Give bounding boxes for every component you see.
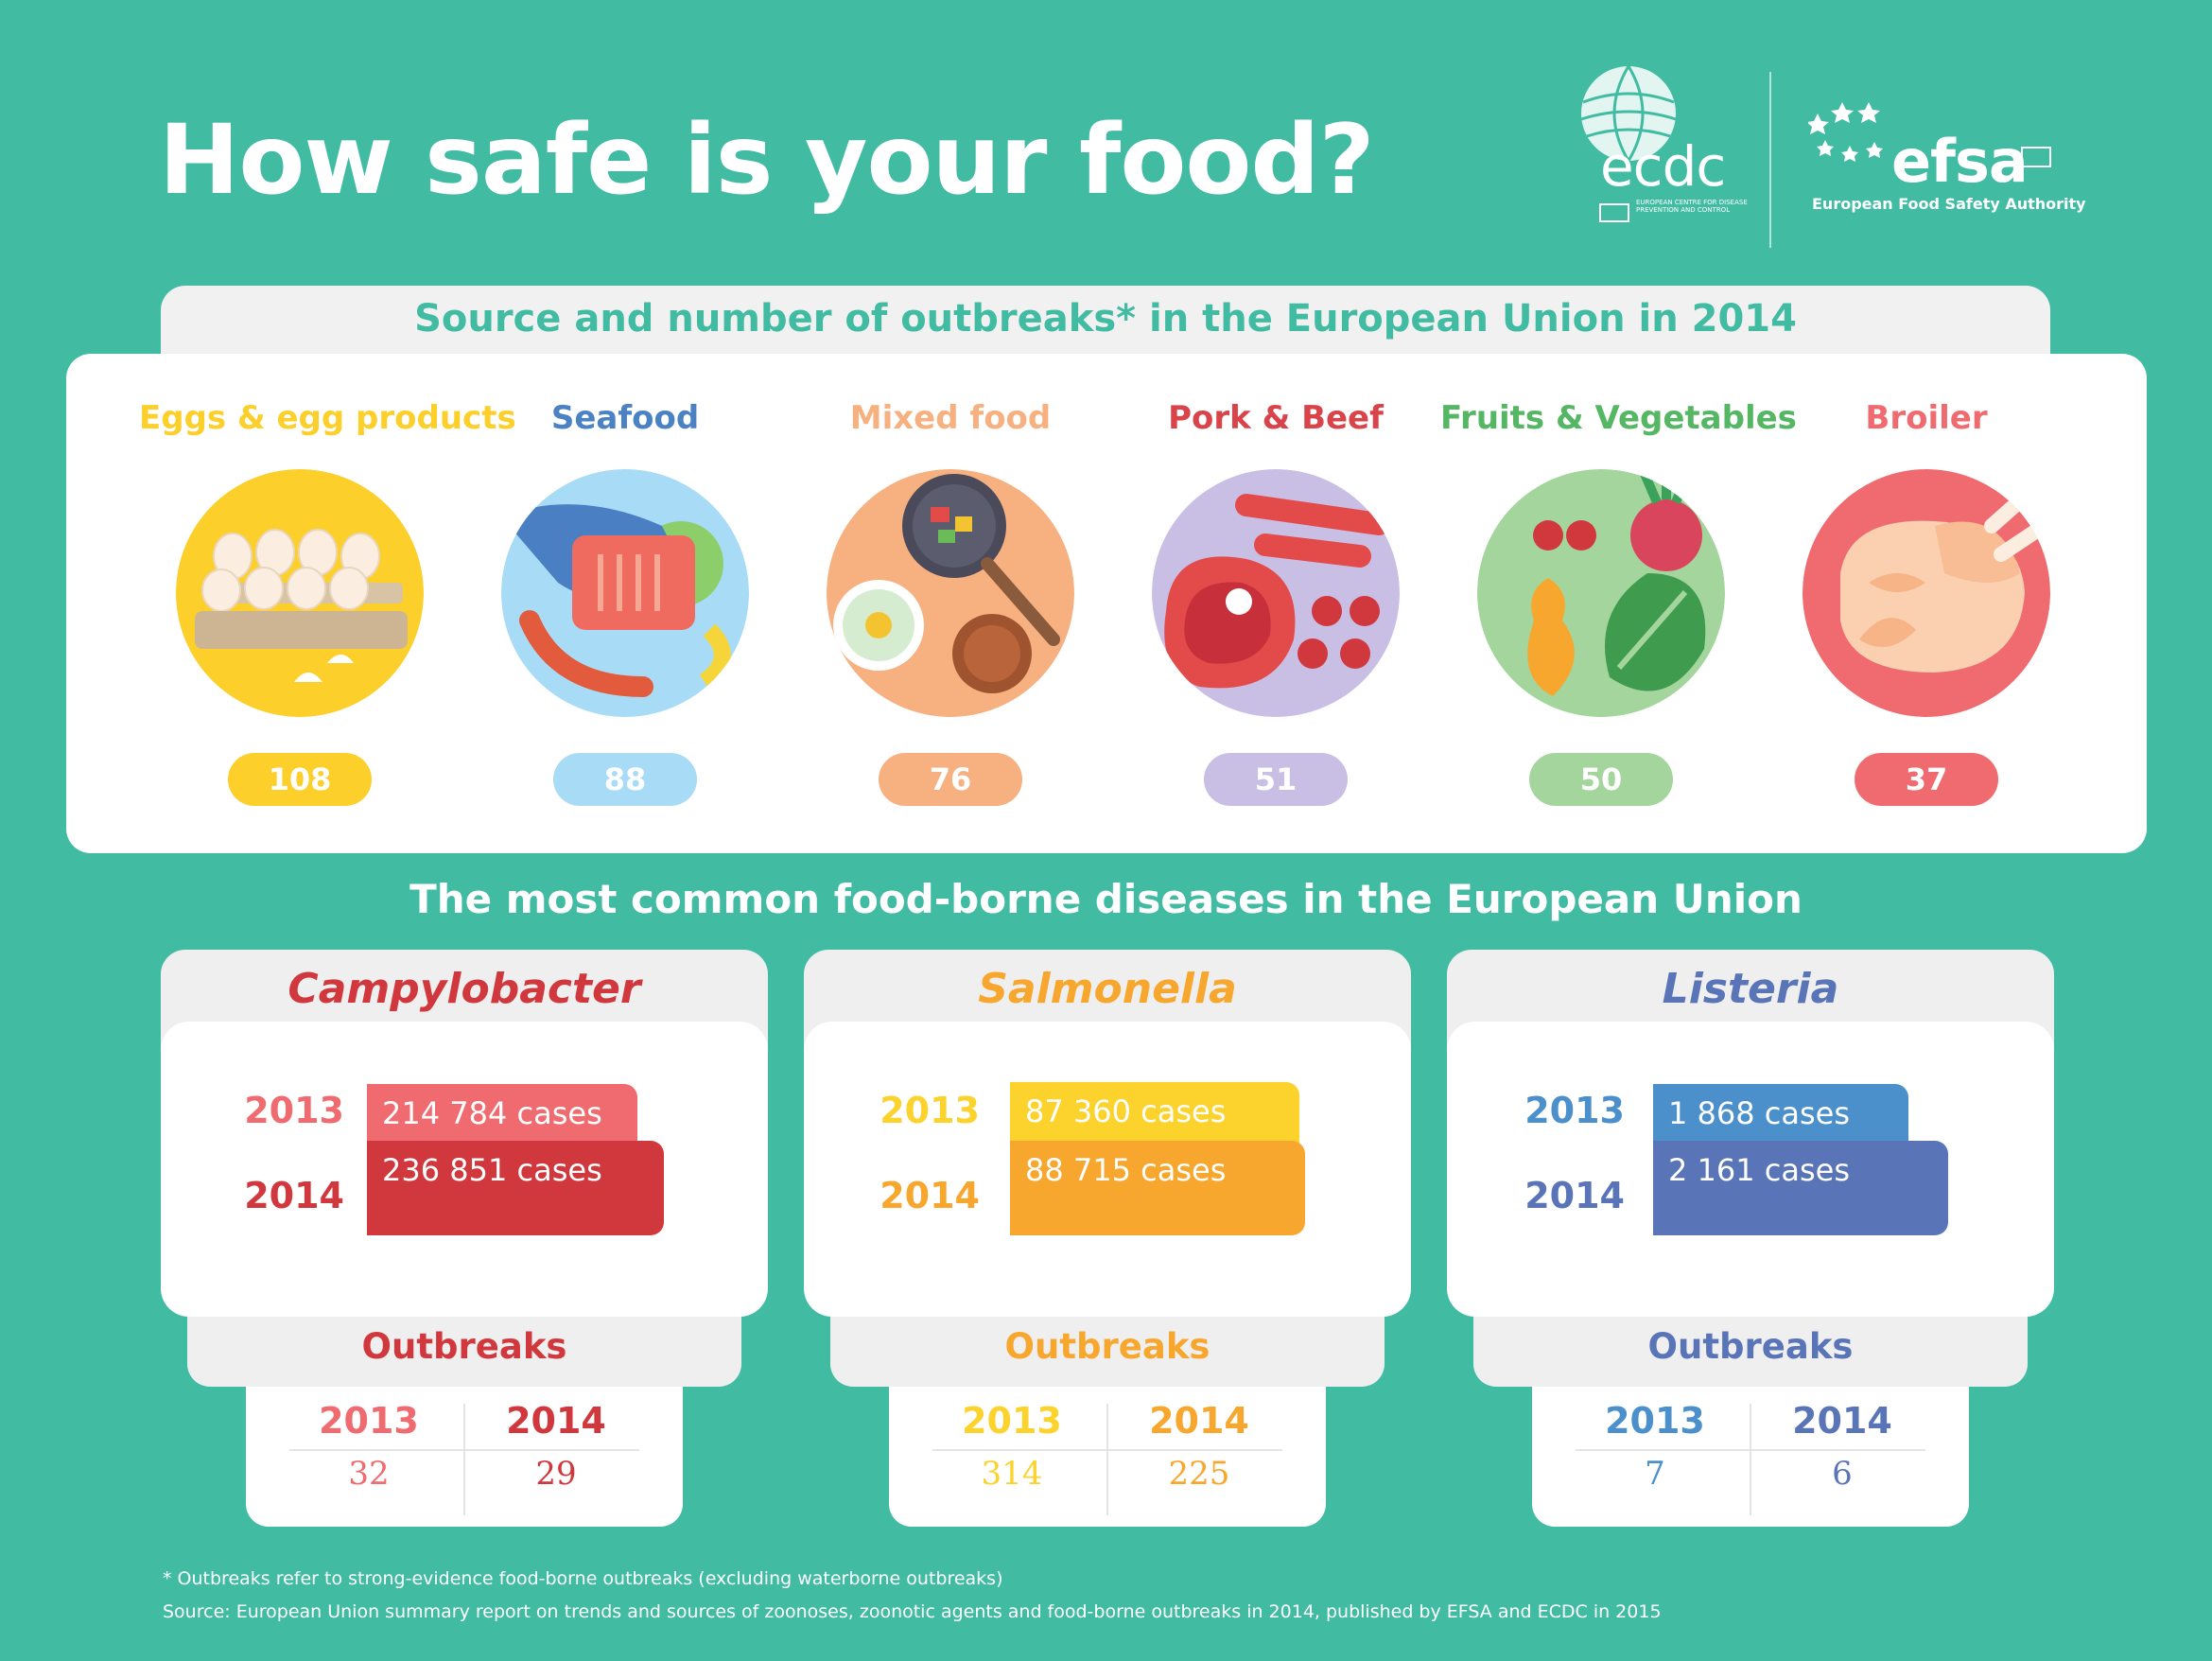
cases-bar: 236 851 cases: [367, 1141, 664, 1235]
outbreak-year: 2014: [1149, 1400, 1249, 1442]
ecdc-logo: ecdc EUROPEAN CENTRE FOR DISEASE PREVENT…: [1562, 65, 1751, 236]
outbreak-year: 2014: [1792, 1400, 1892, 1442]
outbreak-year: 2014: [506, 1400, 606, 1442]
disease-card-listeria: Listeria 2013 2014 1 868 cases 2 161 cas…: [1447, 950, 2054, 1527]
cases-year: 2013: [880, 1090, 980, 1131]
eu-stars-icon: [1806, 102, 2051, 167]
pork-beef-icon: [1152, 469, 1400, 717]
cases-label: 87 360 cases: [1025, 1093, 1227, 1129]
outbreaks-table: 2013 2014 32 29: [246, 1387, 683, 1527]
cases-year: 2014: [244, 1175, 344, 1216]
food-count: 50: [1529, 753, 1673, 806]
food-source-mixed-food: Mixed food 76: [790, 354, 1111, 853]
cases-bar: 88 715 cases: [1010, 1141, 1305, 1235]
cases-label: 2 161 cases: [1668, 1152, 1851, 1188]
cases-year: 2013: [244, 1090, 344, 1131]
cases-year: 2013: [1524, 1090, 1625, 1131]
fruits-vegetables-icon: [1477, 469, 1725, 717]
cases-label: 214 784 cases: [382, 1095, 602, 1131]
outbreak-value: 32: [348, 1455, 390, 1493]
cases-year: 2014: [1524, 1175, 1625, 1216]
cases-label: 236 851 cases: [382, 1152, 602, 1188]
outbreak-section-title: Source and number of outbreaks* in the E…: [414, 297, 1797, 341]
outbreaks-label: Outbreaks: [361, 1326, 567, 1367]
food-label: Mixed food: [849, 399, 1052, 437]
logo-divider: [1769, 72, 1771, 248]
ecdc-subtitle: EUROPEAN CENTRE FOR DISEASE PREVENTION A…: [1636, 199, 1748, 214]
cases-bar: 2 161 cases: [1653, 1141, 1948, 1235]
eggs-icon: [176, 469, 424, 717]
broiler-icon: [1803, 469, 2050, 717]
cases-panel: 2013 2014 214 784 cases 236 851 cases: [161, 1022, 768, 1317]
disease-name: Salmonella: [978, 965, 1237, 1013]
outbreaks-label: Outbreaks: [1647, 1326, 1854, 1367]
footnote: * Outbreaks refer to strong-evidence foo…: [163, 1568, 1003, 1589]
outbreaks-table: 2013 2014 314 225: [889, 1387, 1326, 1527]
food-label: Eggs & egg products: [139, 399, 516, 437]
food-source-broiler: Broiler 37: [1766, 354, 2087, 853]
outbreaks-table: 2013 2014 7 6: [1532, 1387, 1969, 1527]
food-count: 37: [1855, 753, 1998, 806]
outbreak-value: 29: [535, 1455, 577, 1493]
food-source-fruits-vegetables: Fruits & Vegetables 50: [1440, 354, 1797, 853]
cases-panel: 2013 2014 1 868 cases 2 161 cases: [1447, 1022, 2054, 1317]
outbreak-year: 2013: [1605, 1400, 1705, 1442]
disease-name: Listeria: [1662, 965, 1839, 1013]
ecdc-globe-icon: [1580, 65, 1677, 222]
food-count: 76: [879, 753, 1022, 806]
food-count: 88: [553, 753, 697, 806]
food-count: 108: [228, 753, 372, 806]
disease-name: Campylobacter: [287, 965, 641, 1013]
food-source-seafood: Seafood 88: [464, 354, 786, 853]
food-source-pork-beef: Pork & Beef 51: [1115, 354, 1437, 853]
diseases-section-title: The most common food-borne diseases in t…: [409, 876, 1803, 922]
disease-card-campylobacter: Campylobacter 2013 2014 214 784 cases 23…: [161, 950, 768, 1527]
cases-label: 88 715 cases: [1025, 1152, 1227, 1188]
seafood-icon: [501, 469, 749, 717]
efsa-subtitle: European Food Safety Authority: [1812, 195, 2086, 213]
outbreak-value: 225: [1168, 1455, 1230, 1493]
cases-label: 1 868 cases: [1668, 1095, 1851, 1131]
food-label: Seafood: [550, 399, 700, 437]
food-source-eggs: Eggs & egg products 108: [139, 354, 516, 853]
outbreak-year: 2013: [319, 1400, 419, 1442]
cases-panel: 2013 2014 87 360 cases 88 715 cases: [804, 1022, 1411, 1317]
mixed-food-icon: [827, 469, 1074, 717]
outbreak-value: 7: [1645, 1455, 1665, 1493]
outbreak-year: 2013: [962, 1400, 1062, 1442]
cases-year: 2014: [880, 1175, 980, 1216]
source-note: Source: European Union summary report on…: [163, 1601, 1662, 1622]
efsa-wordmark: efsa: [1891, 127, 2029, 196]
food-label: Pork & Beef: [1168, 399, 1384, 437]
outbreak-value: 314: [981, 1455, 1043, 1493]
food-count: 51: [1204, 753, 1348, 806]
ecdc-wordmark: ecdc: [1600, 134, 1726, 199]
efsa-logo: efsa European Food Safety Authority: [1806, 95, 2086, 227]
food-label: Fruits & Vegetables: [1440, 399, 1797, 437]
page-title: How safe is your food?: [159, 104, 1375, 217]
outbreak-value: 6: [1832, 1455, 1853, 1493]
food-label: Broiler: [1865, 399, 1988, 437]
outbreaks-label: Outbreaks: [1004, 1326, 1211, 1367]
disease-card-salmonella: Salmonella 2013 2014 87 360 cases 88 715…: [804, 950, 1411, 1527]
